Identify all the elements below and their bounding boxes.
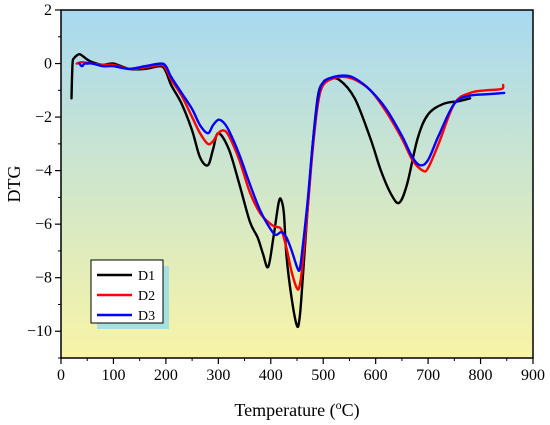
ticks-layer: 0 100 200 300 400 500 600 700 800 900 2 0 −2 −4 −6 −8 −1… — [27, 2, 545, 384]
y-tick-label: 0 — [44, 56, 52, 73]
y-tick-label: 2 — [44, 2, 52, 19]
x-tick-label: 600 — [364, 367, 388, 384]
legend-items: D1 D2 D3 — [97, 269, 155, 324]
x-tick-label: 300 — [206, 367, 230, 384]
series-line-d2 — [75, 61, 505, 291]
y-tick-label: −10 — [27, 323, 52, 340]
series-layer — [70, 52, 506, 329]
y-tick-label: −2 — [35, 109, 52, 126]
y-tick-label: −4 — [35, 163, 52, 180]
legend-label-d3: D3 — [138, 309, 155, 324]
legend-label-d1: D1 — [138, 269, 155, 284]
y-tick-label: −8 — [35, 270, 52, 287]
x-tick-label: 500 — [311, 367, 335, 384]
series-line-d3 — [78, 62, 506, 273]
x-tick-label: 800 — [469, 367, 493, 384]
x-tick-label: 400 — [259, 367, 283, 384]
x-tick-label: 200 — [154, 367, 178, 384]
x-axis-title: Temperature (oC) — [234, 398, 359, 421]
x-tick-label: 900 — [521, 367, 545, 384]
legend: D1 D2 D3 — [90, 259, 169, 329]
legend-label-d2: D2 — [138, 289, 155, 304]
x-tick-label: 700 — [416, 367, 440, 384]
legend-box — [90, 259, 164, 324]
x-tick-label: 100 — [101, 367, 125, 384]
y-axis-title: DTG — [4, 166, 24, 203]
x-tick-label: 0 — [57, 367, 65, 384]
y-tick-label: −6 — [35, 216, 52, 233]
